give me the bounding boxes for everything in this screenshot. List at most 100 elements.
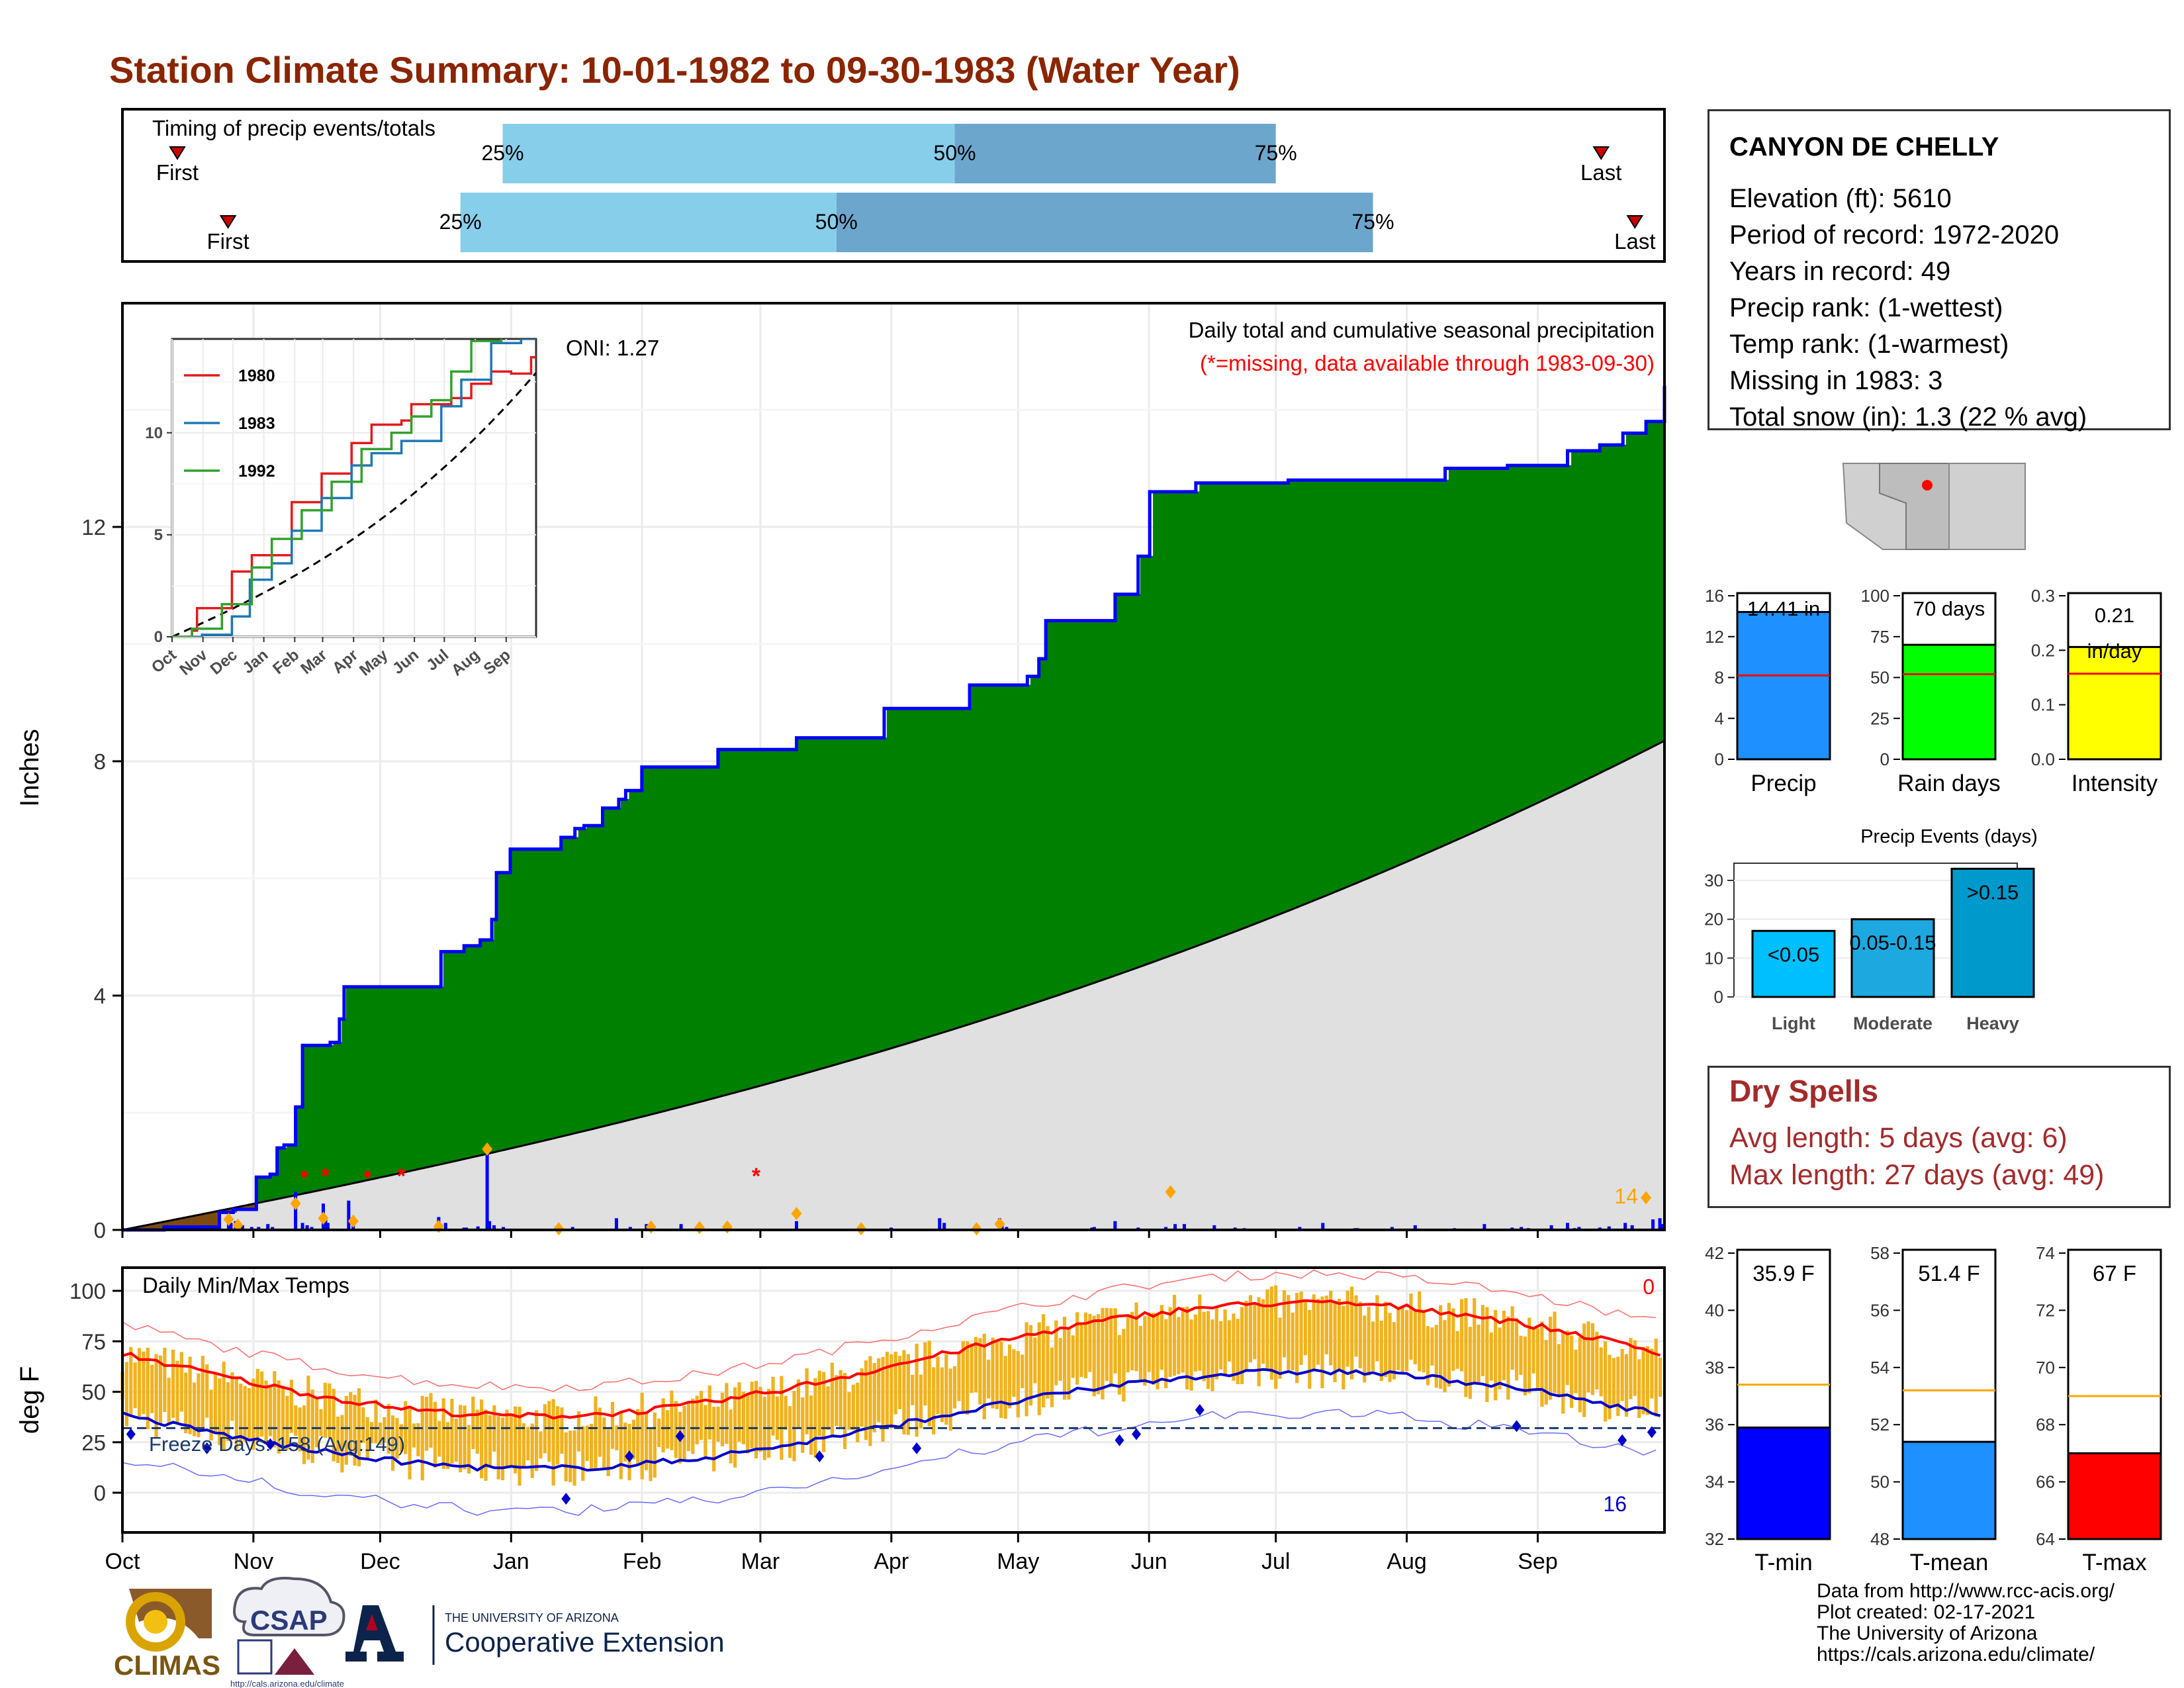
daily-temp-bar (784, 1395, 788, 1430)
daily-temp-bar (1553, 1311, 1557, 1393)
daily-temp-bar (1168, 1307, 1172, 1377)
daily-temp-bar (936, 1356, 940, 1415)
daily-temp-bar (1388, 1313, 1392, 1382)
daily-temp-bar (1308, 1309, 1312, 1389)
record-low-marker (1132, 1428, 1142, 1440)
daily-temp-bar (1236, 1319, 1240, 1385)
temp-summary-ytick-label: 72 (2036, 1300, 2055, 1320)
precip-event-marker (290, 1197, 301, 1211)
events-bar-label: <0.05 (1768, 943, 1819, 966)
events-bar-name: Moderate (1853, 1013, 1933, 1033)
month-axis: Oct Nov Dec Jan Feb Mar Apr May Jun Jul Aug Sep (105, 1532, 1558, 1574)
precip-event-marker (318, 1211, 329, 1225)
daily-temp-bar (1337, 1298, 1342, 1370)
daily-temp-bar (1473, 1298, 1477, 1383)
temp-ytick-label: 25 (81, 1430, 106, 1455)
daily-precip-bar (347, 1200, 351, 1230)
daily-temp-bar (222, 1361, 226, 1451)
daily-temp-bar (445, 1422, 450, 1470)
daily-temp-bar (213, 1372, 218, 1433)
record-low-marker (1115, 1434, 1124, 1446)
daily-temp-bar (1134, 1302, 1138, 1372)
daily-temp-bar (1109, 1308, 1113, 1387)
daily-temp-bar (699, 1391, 704, 1440)
daily-temp-bar (467, 1425, 471, 1474)
daily-temp-bar (1468, 1327, 1472, 1399)
daily-temp-bar (1354, 1295, 1358, 1357)
daily-temp-bar (576, 1411, 581, 1452)
daily-temp-bar (695, 1395, 699, 1444)
csap-url: http://cals.arizona.edu/climate (230, 1679, 344, 1688)
daily-precip-bar (1482, 1224, 1486, 1230)
daily-temp-bar (661, 1398, 665, 1453)
summary-ytick-label: 25 (1870, 708, 1889, 728)
daily-temp-bar (1569, 1335, 1574, 1408)
precip-ytick-label: 4 (94, 984, 106, 1008)
precip-ytick-label: 8 (94, 749, 106, 774)
daily-temp-bar (974, 1336, 978, 1393)
daily-temp-bar (729, 1409, 733, 1464)
daily-temp-bar (365, 1417, 369, 1458)
station-elevation: Elevation (ft): 5610 (1729, 184, 1952, 213)
daily-temp-bar (514, 1406, 518, 1474)
month-label: Sep (1518, 1549, 1558, 1574)
daily-temp-bar (1202, 1311, 1206, 1382)
daily-temp-bar (1075, 1312, 1079, 1385)
daily-temp-bar (750, 1382, 754, 1448)
daily-temp-bar (500, 1417, 505, 1481)
daily-temp-bar (564, 1432, 568, 1481)
daily-temp-bar (383, 1417, 387, 1443)
temp-summary-label: 67 F (2093, 1261, 2136, 1286)
daily-temp-bar (640, 1392, 644, 1479)
inset-legend-label: 1992 (238, 462, 275, 481)
daily-precip-bar (326, 1223, 330, 1230)
daily-precip-bar (942, 1223, 946, 1230)
ua-big-text: Cooperative Extension (445, 1626, 725, 1658)
daily-temp-bar (302, 1405, 306, 1464)
daily-temp-bar (805, 1368, 809, 1434)
daily-temp-bar (1637, 1359, 1641, 1419)
daily-temp-bar (754, 1381, 758, 1459)
events-ytick-label: 20 (1704, 910, 1723, 929)
daily-temp-bar (188, 1356, 192, 1434)
daily-temp-bar (1645, 1346, 1650, 1415)
daily-temp-bar (813, 1378, 817, 1458)
daily-temp-bar (1042, 1314, 1046, 1408)
daily-temp-bar (881, 1356, 885, 1442)
daily-temp-bar (488, 1415, 492, 1466)
temp-summary-name: T-min (1754, 1550, 1813, 1575)
daily-temp-bar (906, 1354, 910, 1435)
daily-temp-bar (801, 1397, 805, 1453)
daily-temp-bar (374, 1399, 378, 1444)
daily-temp-bar (569, 1430, 572, 1483)
average-cumulative-area (122, 741, 1664, 1230)
daily-temp-bar (644, 1413, 649, 1471)
daily-temp-bar (1206, 1311, 1210, 1389)
daily-temp-bar (518, 1407, 522, 1486)
record-low-marker (1195, 1403, 1205, 1416)
daily-temp-bar (720, 1392, 725, 1446)
daily-temp-bar (725, 1383, 729, 1444)
daily-temp-bar (1303, 1299, 1307, 1356)
daily-temp-bar (704, 1405, 707, 1458)
daily-precip-bar (1661, 1224, 1664, 1230)
daily-temp-bar (1105, 1307, 1109, 1381)
temp-summary-ytick-label: 50 (1870, 1472, 1889, 1492)
inset-series-line (172, 339, 536, 637)
summary-ytick-label: 4 (1715, 708, 1724, 728)
daily-temp-bar (1320, 1296, 1324, 1389)
daily-temp-bar (1257, 1297, 1261, 1387)
daily-temp-bar (1181, 1307, 1185, 1373)
month-label: Nov (234, 1549, 273, 1574)
precip-frame (121, 302, 1666, 1231)
daily-temp-bar (1324, 1295, 1328, 1354)
timing-title: Timing of precip events/totals (152, 116, 435, 140)
daily-temp-bar (496, 1416, 500, 1479)
precip-event-marker (1165, 1185, 1176, 1199)
page-title: Station Climate Summary: 10-01-1982 to 0… (109, 49, 1240, 91)
inset-series-line (172, 339, 503, 637)
summary-bar-value (1736, 611, 1831, 761)
average-max-temp-line (122, 1299, 1661, 1420)
daily-temp-bar (1396, 1309, 1400, 1370)
